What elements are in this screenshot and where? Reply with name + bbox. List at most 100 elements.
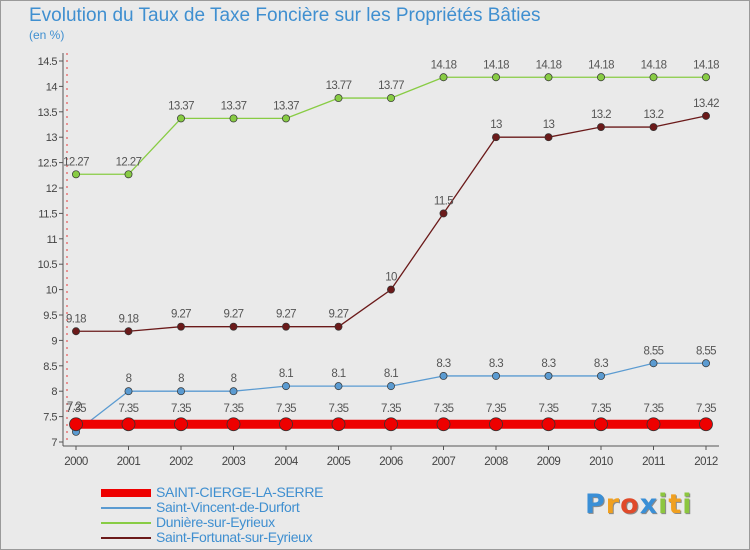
- x-tick-label: 2010: [589, 456, 613, 468]
- data-label: 8.3: [489, 358, 503, 370]
- data-label: 12.27: [63, 156, 89, 168]
- data-label: 13: [543, 119, 555, 131]
- x-tick-label: 2004: [274, 456, 299, 468]
- data-point: [174, 417, 188, 432]
- legend-label-saint-fortunat: Saint-Fortunat-sur-Eyrieux: [156, 529, 313, 545]
- y-tick-label: 8.5: [43, 361, 57, 373]
- x-tick-label: 2006: [379, 456, 403, 468]
- data-label: 13.37: [168, 100, 194, 112]
- data-point: [279, 417, 293, 432]
- y-tick-label: 14: [46, 81, 58, 93]
- data-point: [226, 417, 241, 432]
- data-point: [492, 372, 500, 380]
- data-label: 7.35: [171, 403, 191, 415]
- y-tick-label: 9.5: [43, 310, 57, 322]
- data-label: 14.18: [693, 59, 719, 71]
- logo-letter: t: [668, 489, 683, 520]
- y-tick-label: 7: [51, 437, 57, 449]
- data-label: 8: [126, 373, 132, 385]
- data-label: 7.35: [591, 403, 611, 415]
- data-point: [699, 417, 713, 432]
- data-label: 7.35: [276, 403, 296, 415]
- logo-letter: o: [620, 489, 640, 520]
- data-point: [124, 387, 133, 396]
- logo-letter: r: [605, 489, 621, 520]
- data-point: [229, 387, 238, 396]
- y-tick-label: 13.5: [38, 107, 58, 119]
- data-label: 8.1: [279, 368, 293, 380]
- y-tick-label: 12: [46, 183, 58, 195]
- data-point: [597, 372, 605, 380]
- logo-letter: x: [639, 489, 659, 520]
- data-point: [492, 133, 500, 142]
- data-label: 8.3: [594, 358, 608, 370]
- data-label: 7.35: [644, 403, 664, 415]
- data-point: [334, 382, 343, 391]
- data-label: 9.27: [171, 309, 191, 321]
- data-point: [594, 417, 608, 432]
- data-point: [124, 327, 133, 336]
- data-point: [387, 94, 395, 103]
- data-label: 14.18: [483, 59, 509, 71]
- data-label: 13: [490, 119, 502, 131]
- data-point: [121, 417, 136, 432]
- data-point: [544, 372, 553, 380]
- data-point: [384, 417, 398, 432]
- legend-swatch-saint-fortunat: [101, 537, 151, 539]
- data-point: [544, 73, 553, 82]
- data-point: [702, 73, 710, 82]
- data-point: [334, 322, 343, 331]
- data-label: 8: [231, 373, 237, 385]
- series-line-3: [75, 115, 707, 332]
- data-point: [702, 359, 710, 368]
- data-label: 13.37: [273, 100, 299, 112]
- data-point: [334, 94, 343, 103]
- y-tick-label: 7.5: [43, 412, 57, 424]
- data-point: [69, 417, 83, 432]
- data-label: 7.35: [329, 403, 349, 415]
- logo-letter: P: [585, 489, 606, 520]
- data-label: 9.27: [224, 309, 244, 321]
- data-point: [72, 170, 80, 179]
- x-tick-label: 2012: [694, 456, 718, 468]
- data-point: [436, 417, 451, 432]
- y-tick-label: 8: [51, 386, 57, 398]
- chart-title: Evolution du Taux de Taxe Foncière sur l…: [29, 5, 541, 26]
- data-label: 14.18: [536, 59, 562, 71]
- x-tick-label: 2005: [327, 456, 351, 468]
- data-label: 14.18: [641, 59, 667, 71]
- y-tick-label: 9: [51, 335, 57, 347]
- data-label: 13.37: [221, 100, 247, 112]
- data-label: 8: [178, 373, 184, 385]
- legend-swatch-saint-vincent: [101, 507, 151, 509]
- data-label: 7.35: [66, 403, 86, 415]
- x-tick-label: 2007: [432, 456, 456, 468]
- data-point: [387, 382, 395, 391]
- data-point: [649, 123, 658, 131]
- data-label: 9.18: [66, 313, 86, 325]
- data-label: 7.35: [119, 403, 139, 415]
- x-tick-label: 2000: [64, 456, 88, 468]
- data-point: [646, 417, 661, 432]
- data-label: 7.35: [434, 403, 454, 415]
- data-point: [649, 359, 658, 368]
- data-point: [124, 170, 133, 179]
- y-tick-label: 13: [46, 132, 58, 144]
- data-label: 12.27: [116, 156, 142, 168]
- data-point: [177, 387, 185, 396]
- data-point: [282, 382, 290, 391]
- data-label: 8.3: [436, 358, 450, 370]
- y-tick-label: 11: [47, 234, 58, 246]
- data-point: [177, 322, 185, 331]
- data-point: [597, 73, 605, 82]
- legend-label-saint-cierge: SAINT-CIERGE-LA-SERRE: [156, 484, 324, 500]
- data-label: 8.55: [644, 345, 664, 357]
- data-point: [387, 285, 395, 294]
- logo-letter: i: [658, 489, 669, 520]
- data-label: 13.2: [591, 109, 611, 121]
- data-label: 13.2: [644, 109, 664, 121]
- line-chart: 7 7.5 8 8.5 9 9.5 10 10.5 11 11.5 12 12.5 13 13.5 14 14…: [38, 53, 720, 468]
- x-tick-label: 2011: [642, 456, 665, 468]
- data-point: [649, 73, 658, 82]
- data-point: [544, 133, 553, 142]
